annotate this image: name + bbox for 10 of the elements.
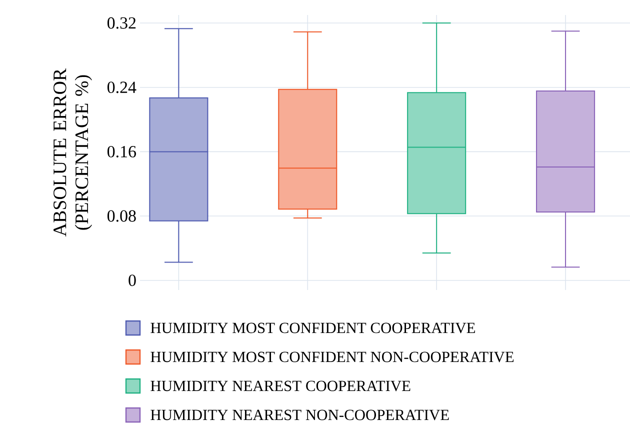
y-tick-label: 0.08 — [107, 210, 136, 222]
y-tick-label: 0.16 — [107, 146, 136, 158]
y-tick-label: 0 — [128, 274, 136, 286]
legend-label: HUMIDITY MOST CONFIDENT COOPERATIVE — [150, 322, 475, 334]
legend-label: HUMIDITY NEAREST NON-COOPERATIVE — [150, 410, 449, 420]
y-axis-title: ABSOLUTE ERROR (PERCENTAGE %) — [54, 68, 92, 236]
y-tick-label: 0.32 — [107, 17, 136, 29]
legend-label: HUMIDITY NEAREST COOPERATIVE — [150, 380, 410, 392]
y-tick-label: 0.24 — [107, 82, 136, 94]
legend-label: HUMIDITY MOST CONFIDENT NON-COOPERATIVE — [150, 352, 514, 362]
